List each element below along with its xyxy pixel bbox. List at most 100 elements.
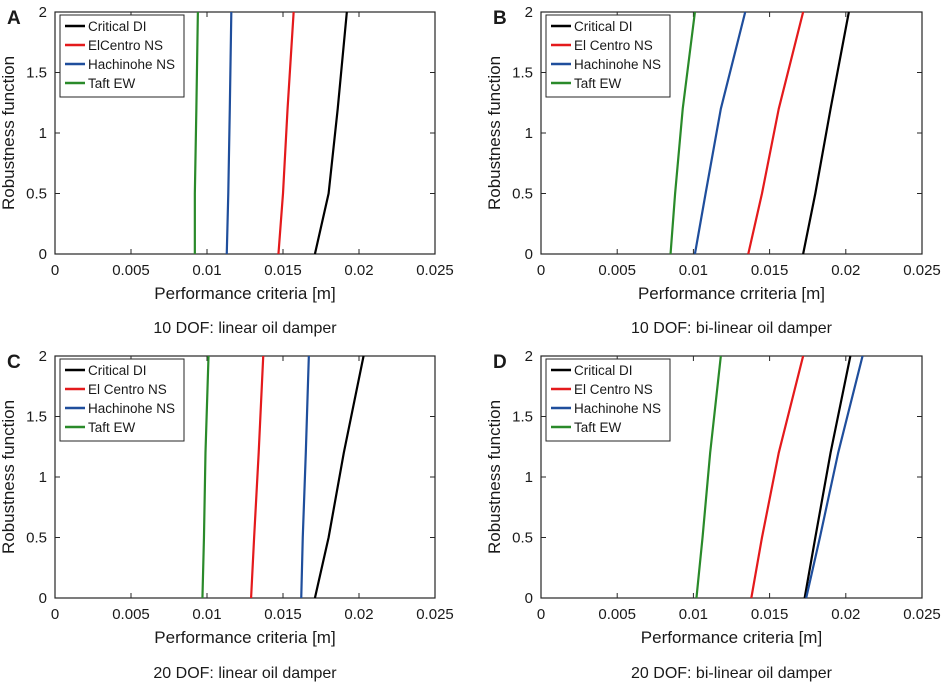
series-line-taft-ew — [201, 355, 210, 599]
panel-letter: C — [7, 352, 21, 373]
legend-entry: Taft EW — [88, 76, 136, 91]
y-axis-label: Robustness function — [485, 400, 504, 554]
x-axis-label: Performance crriteria [m] — [638, 284, 825, 303]
legend: Critical DI ElCentro NS Hachinohe NS Taft E… — [59, 14, 185, 98]
y-tick-label: 1.5 — [26, 409, 47, 426]
y-tick-label: 2 — [525, 348, 533, 365]
x-tick-label: 0.025 — [903, 262, 941, 279]
series-line-taft-ew — [695, 355, 722, 599]
panel-caption: 20 DOF: bi-linear oil damper — [631, 665, 833, 682]
series-line-el-centro-ns — [747, 11, 805, 255]
x-tick-label: 0 — [51, 262, 59, 279]
x-tick-label: 0.005 — [598, 262, 636, 279]
y-tick-label: 0 — [525, 246, 533, 263]
panel-letter: D — [493, 352, 507, 373]
y-tick-label: 2 — [39, 348, 47, 365]
x-axis-label: Performance criteria [m] — [154, 284, 335, 303]
y-tick-label: 1 — [525, 469, 533, 486]
x-tick-label: 0.015 — [264, 262, 302, 279]
x-tick-label: 0.02 — [831, 262, 860, 279]
y-tick-label: 0 — [525, 590, 533, 607]
x-tick-label: 0.025 — [416, 606, 454, 623]
series-line-elcentro-ns — [277, 11, 295, 255]
panel-a: A 0 0.005 0.01 0.015 0.02 0.025 0 0.5 1 1.5 2 Perfor… — [0, 4, 454, 337]
x-tick-label: 0.005 — [598, 606, 636, 623]
x-tick-label: 0.01 — [192, 606, 221, 623]
x-tick-label: 0.01 — [679, 262, 708, 279]
y-tick-label: 2 — [39, 4, 47, 21]
series-line-critical-di — [803, 355, 852, 599]
panel-letter: A — [7, 8, 21, 29]
series-line-hachinohe-ns — [300, 355, 310, 599]
y-tick-label: 0.5 — [512, 186, 533, 203]
y-tick-label: 0.5 — [26, 530, 47, 547]
series-line-taft-ew — [669, 11, 697, 255]
x-tick-label: 0.01 — [679, 606, 708, 623]
legend: Critical DI El Centro NS Hachinohe NS Taft … — [545, 358, 671, 442]
panel-c: C 0 0.005 0.01 0.015 0.02 0.025 0 0.5 1 1.5 2 Perfor… — [0, 348, 454, 682]
legend-entry: Critical DI — [574, 363, 633, 378]
panel-caption: 20 DOF: linear oil damper — [153, 665, 337, 682]
y-axis-label: Robustness function — [485, 56, 504, 210]
y-tick-label: 0.5 — [26, 186, 47, 203]
x-tick-label: 0.015 — [751, 262, 789, 279]
panel-b: B 0 0.005 0.01 0.015 0.02 0.025 0 0.5 1 1.5 2 Perfor… — [485, 4, 941, 337]
series-line-critical-di — [313, 11, 348, 255]
legend-entry: Hachinohe NS — [88, 57, 175, 72]
x-axis-label: Performance criteria [m] — [641, 628, 822, 647]
x-tick-label: 0 — [51, 606, 59, 623]
x-tick-label: 0.015 — [751, 606, 789, 623]
x-tick-label: 0.02 — [344, 262, 373, 279]
legend-entry: Hachinohe NS — [574, 57, 661, 72]
legend-entry: ElCentro NS — [88, 38, 163, 53]
x-tick-label: 0.015 — [264, 606, 302, 623]
legend: Critical DI El Centro NS Hachinohe NS Taft … — [59, 358, 185, 442]
legend-entry: El Centro NS — [88, 382, 167, 397]
x-tick-label: 0.02 — [831, 606, 860, 623]
x-tick-label: 0 — [537, 606, 545, 623]
x-tick-label: 0.025 — [416, 262, 454, 279]
legend-entry: Critical DI — [88, 363, 147, 378]
y-tick-label: 1.5 — [512, 409, 533, 426]
series-line-hachinohe-ns — [805, 355, 864, 599]
panel-d: D 0 0.005 0.01 0.015 0.02 0.025 0 0.5 1 1.5 2 Perfor… — [485, 348, 941, 682]
y-tick-label: 2 — [525, 4, 533, 21]
y-tick-label: 1 — [39, 469, 47, 486]
legend-entry: Taft EW — [574, 420, 622, 435]
y-axis-label: Robustness function — [0, 400, 18, 554]
y-tick-label: 1.5 — [26, 65, 47, 82]
panel-caption: 10 DOF: linear oil damper — [153, 320, 337, 337]
y-tick-label: 0 — [39, 246, 47, 263]
x-axis-label: Performance criteria [m] — [154, 628, 335, 647]
y-tick-label: 1.5 — [512, 65, 533, 82]
panel-caption: 10 DOF: bi-linear oil damper — [631, 320, 833, 337]
x-tick-label: 0 — [537, 262, 545, 279]
legend-entry: Hachinohe NS — [88, 401, 175, 416]
y-tick-label: 1 — [525, 125, 533, 142]
series-line-critical-di — [313, 355, 365, 599]
legend-entry: Taft EW — [574, 76, 622, 91]
legend-entry: Critical DI — [574, 19, 633, 34]
legend-entry: El Centro NS — [574, 38, 653, 53]
x-tick-label: 0.02 — [344, 606, 373, 623]
series-line-taft-ew — [193, 11, 199, 254]
y-tick-label: 1 — [39, 125, 47, 142]
legend-entry: El Centro NS — [574, 382, 653, 397]
y-axis-label: Robustness function — [0, 56, 18, 210]
x-tick-label: 0.005 — [112, 606, 150, 623]
series-line-hachinohe-ns — [225, 11, 233, 255]
legend-entry: Critical DI — [88, 19, 147, 34]
x-tick-label: 0.025 — [903, 606, 941, 623]
y-tick-label: 0 — [39, 590, 47, 607]
y-tick-label: 0.5 — [512, 530, 533, 547]
series-line-critical-di — [802, 11, 850, 255]
series-line-el-centro-ns — [750, 355, 805, 599]
panel-letter: B — [493, 8, 507, 29]
legend: Critical DI El Centro NS Hachinohe NS Taft … — [545, 14, 671, 98]
legend-entry: Taft EW — [88, 420, 136, 435]
x-tick-label: 0.01 — [192, 262, 221, 279]
legend-entry: Hachinohe NS — [574, 401, 661, 416]
series-line-el-centro-ns — [249, 355, 265, 599]
series-line-hachinohe-ns — [693, 11, 747, 255]
